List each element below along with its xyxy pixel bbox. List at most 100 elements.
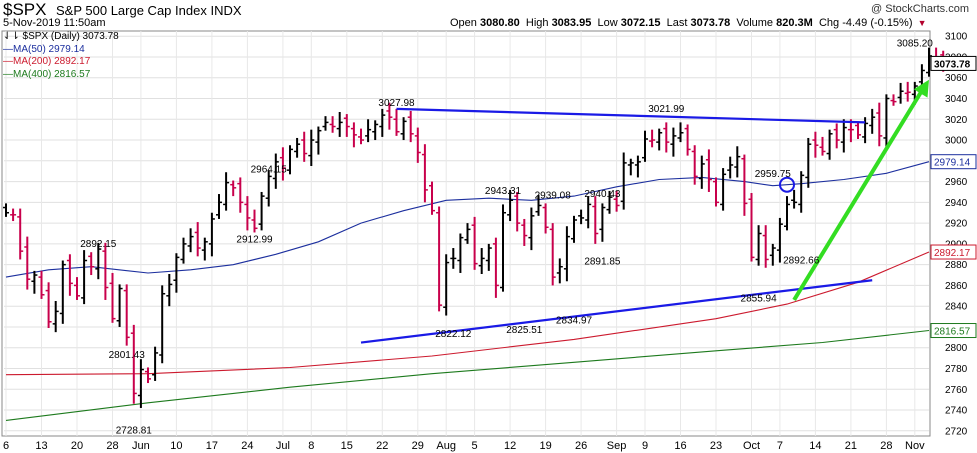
ohlc-bar	[755, 225, 762, 266]
ohlc-bar	[897, 82, 904, 104]
high-label: High	[525, 17, 549, 29]
ohlc-bar	[180, 237, 187, 264]
ohlc-bar	[251, 209, 258, 233]
date-label: 5-Nov-2019 11:50am	[3, 17, 106, 29]
ma50-tag: 2979.14	[930, 154, 977, 170]
ohlc-bar	[578, 209, 585, 225]
price-annotation: 2912.99	[236, 234, 273, 245]
ohlc-bar	[592, 196, 599, 244]
ohlc-bar	[365, 119, 372, 143]
ohlc-bar	[549, 223, 556, 286]
ma400-tag: 2816.57	[930, 323, 977, 339]
price-annotation: 3027.98	[378, 98, 415, 109]
ohlc-bar	[187, 228, 194, 253]
ohlc-bar	[237, 177, 244, 213]
ohlc-bar	[563, 226, 570, 282]
ohlc-bar	[10, 208, 17, 222]
volume-label: Volume	[736, 17, 774, 29]
price-annotation: 2892.15	[80, 239, 117, 250]
ohlc-bar	[620, 152, 627, 210]
tag-text: 2816.57	[934, 327, 971, 338]
open-label: Open	[450, 17, 477, 29]
x-axis: 6 13 20 28 Jun 10 17 24 Jul 8 15 22 29 Aug 5 12 19 26 Sep 9…	[3, 440, 925, 452]
resistance-trendline	[396, 107, 866, 124]
price-annotation: 3021.99	[648, 104, 685, 115]
ohlc-bar	[457, 233, 464, 273]
x-tick-label: 9	[642, 440, 648, 452]
y-tick-label: 2720	[945, 426, 968, 437]
ohlc-bar	[81, 250, 88, 305]
ohlc-bar	[329, 116, 336, 133]
ohlc-bar	[705, 149, 712, 192]
ohlc-bar	[208, 212, 215, 257]
price-annotation: 2939.08	[535, 190, 572, 201]
y-tick-label: 3020	[945, 115, 968, 126]
ohlc-bar	[627, 158, 634, 176]
ohlc-bar	[123, 284, 130, 346]
tag-box	[930, 244, 977, 260]
ohlc-bar	[507, 189, 514, 222]
ohlc-bar	[876, 102, 883, 147]
ohlc-bar	[400, 117, 407, 141]
right-value-tags: 3073.78 2979.14 2892.17 2816.57	[930, 55, 977, 339]
x-tick-label: 28	[106, 440, 118, 452]
ohlc-bar	[500, 204, 506, 292]
tag-box	[930, 323, 977, 339]
price-annotation: 2959.75	[755, 169, 792, 180]
open-value: 3080.80	[479, 17, 520, 29]
ohlc-bar	[336, 112, 343, 137]
trend-arrow	[792, 87, 925, 302]
price-annotation: 2728.81	[116, 426, 153, 437]
tag-text: 3073.78	[934, 59, 971, 70]
ohlc-bar	[485, 243, 492, 271]
ohlc-bar	[890, 94, 897, 106]
ohlc-bar	[656, 128, 663, 151]
price-annotation: 2825.51	[506, 325, 543, 336]
price-annotation: 2964.15	[251, 164, 288, 175]
price-annotation: 3085.20	[897, 39, 934, 50]
ohlc-bar	[840, 119, 847, 153]
x-tick-label: 14	[809, 440, 821, 452]
chg-value: -4.49 (-0.15%)	[842, 17, 913, 29]
x-tick-label: 8	[308, 440, 314, 452]
ohlc-bar	[315, 126, 322, 155]
ohlc-bar	[88, 252, 95, 276]
ohlc-bar	[201, 237, 208, 261]
x-tick-label: 5	[472, 440, 478, 452]
brand-label[interactable]: @ StockCharts.com	[871, 3, 969, 15]
ohlc-bar	[883, 94, 890, 151]
ohlc-bar	[130, 324, 137, 404]
last-value: 3073.78	[690, 17, 731, 29]
y-tick-label: 2740	[945, 406, 968, 417]
ohlc-bar	[166, 274, 173, 307]
y-tick-label: 3000	[945, 136, 968, 147]
ohlc-bar	[279, 147, 286, 181]
ohlc-bar	[216, 194, 222, 219]
ohlc-bar	[769, 243, 776, 266]
ohlc-bar	[464, 223, 471, 244]
ohlc-bar	[847, 119, 854, 143]
ohlc-bar	[145, 367, 151, 384]
ohlc-bar	[741, 154, 748, 216]
ohlc-bar	[528, 207, 535, 251]
y-tick-label: 2880	[945, 260, 968, 271]
tag-box	[930, 154, 977, 170]
x-tick-label: 16	[674, 440, 686, 452]
ohlc-bar	[492, 237, 499, 298]
y-tick-label: 2860	[945, 281, 968, 292]
legend-ma200: —MA(200) 2892.17	[3, 56, 91, 67]
ohlc-bar	[542, 203, 549, 234]
ohlc-bar	[443, 254, 450, 316]
x-tick-label: Aug	[436, 440, 456, 452]
chg-label: Chg	[818, 17, 840, 29]
x-tick-label: Nov	[905, 440, 925, 452]
ohlc-bar	[535, 195, 542, 216]
ohlc-bar	[230, 180, 237, 197]
ohlc-bar	[66, 254, 73, 296]
ohlc-bar	[173, 253, 180, 293]
ohlc-bar	[386, 102, 393, 130]
ohlc-bar	[393, 108, 400, 136]
ohlc-bar	[713, 177, 719, 207]
ohlc-bar	[478, 248, 485, 274]
y-tick-label: 3060	[945, 73, 968, 84]
